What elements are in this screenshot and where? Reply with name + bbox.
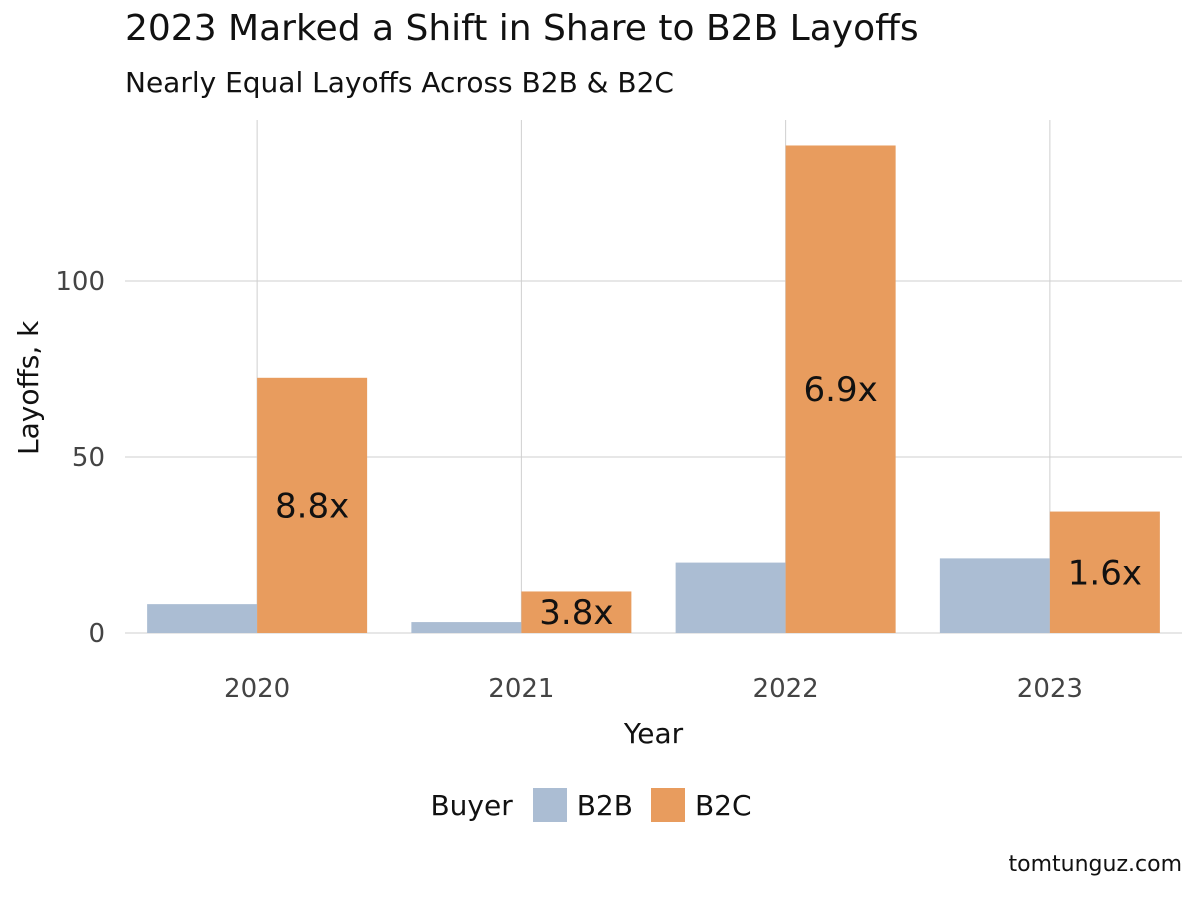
ratio-label-2020: 8.8x <box>275 486 349 526</box>
y-tick-label: 50 <box>72 443 105 473</box>
x-tick-label: 2020 <box>224 674 290 704</box>
chart-title: 2023 Marked a Shift in Share to B2B Layo… <box>125 8 919 49</box>
bar-layer <box>147 145 1160 634</box>
ratio-label-2022: 6.9x <box>804 370 878 410</box>
bar-b2b-2023 <box>939 558 1050 633</box>
x-axis-title: Year <box>623 717 684 750</box>
legend-title: Buyer <box>430 788 513 822</box>
bar-b2b-2021 <box>411 622 522 633</box>
bar-b2b-2020 <box>147 604 258 633</box>
x-tick-label: 2023 <box>1017 674 1083 704</box>
legend-swatch-b2b <box>532 788 567 822</box>
bar-b2c-2021 <box>521 591 632 633</box>
x-tick-label: 2022 <box>753 674 819 704</box>
bar-b2b-2022 <box>675 562 786 633</box>
label-layer: 8.8x 3.8x 6.9x 1.6x <box>275 370 1142 633</box>
y-tick-label: 100 <box>55 267 105 297</box>
legend-label-b2b: B2B <box>576 788 633 822</box>
chart-plot: 8.8x 3.8x 6.9x 1.6x 0 50 100 2020 2021 2022 2023 Y… <box>12 120 1182 750</box>
bar-b2c-2023 <box>1049 511 1160 633</box>
x-tick-label: 2021 <box>488 674 554 704</box>
y-tick-label: 0 <box>88 619 105 649</box>
source-watermark: tomtunguz.com <box>1008 852 1182 877</box>
legend-item-b2b: B2B <box>532 788 633 822</box>
axis-layer: 0 50 100 2020 2021 2022 2023 Year Layoffs, k <box>12 267 1083 750</box>
legend: Buyer B2B B2C <box>0 788 1200 822</box>
legend-item-b2c: B2C <box>650 788 752 822</box>
bar-b2c-2022 <box>785 145 896 634</box>
legend-label-b2c: B2C <box>694 788 752 822</box>
bar-b2c-2020 <box>257 377 368 633</box>
legend-swatch-b2c <box>650 788 685 822</box>
ratio-label-2021: 3.8x <box>539 593 613 633</box>
chart-subtitle: Nearly Equal Layoffs Across B2B & B2C <box>125 66 674 99</box>
y-axis-title: Layoffs, k <box>12 320 45 455</box>
ratio-label-2023: 1.6x <box>1068 553 1142 593</box>
